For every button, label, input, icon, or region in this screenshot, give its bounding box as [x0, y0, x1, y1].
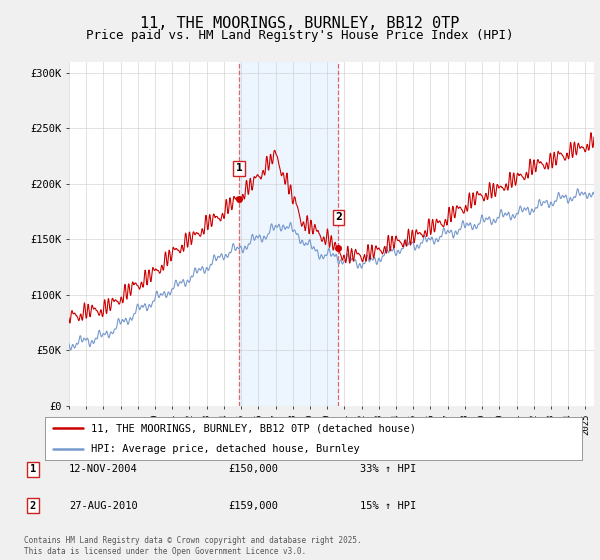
Text: 33% ↑ HPI: 33% ↑ HPI: [360, 464, 416, 474]
Text: 2: 2: [30, 501, 36, 511]
Text: Price paid vs. HM Land Registry's House Price Index (HPI): Price paid vs. HM Land Registry's House …: [86, 29, 514, 42]
Text: 12-NOV-2004: 12-NOV-2004: [69, 464, 138, 474]
Text: 1: 1: [30, 464, 36, 474]
Text: 11, THE MOORINGS, BURNLEY, BB12 0TP (detached house): 11, THE MOORINGS, BURNLEY, BB12 0TP (det…: [91, 423, 416, 433]
Text: £150,000: £150,000: [228, 464, 278, 474]
Text: HPI: Average price, detached house, Burnley: HPI: Average price, detached house, Burn…: [91, 444, 359, 454]
Text: 27-AUG-2010: 27-AUG-2010: [69, 501, 138, 511]
Text: Contains HM Land Registry data © Crown copyright and database right 2025.
This d: Contains HM Land Registry data © Crown c…: [24, 536, 362, 556]
Bar: [239, 62, 338, 406]
Text: £159,000: £159,000: [228, 501, 278, 511]
Text: 1: 1: [236, 163, 242, 173]
Text: 2: 2: [335, 212, 342, 222]
Text: 11, THE MOORINGS, BURNLEY, BB12 0TP: 11, THE MOORINGS, BURNLEY, BB12 0TP: [140, 16, 460, 31]
Text: 15% ↑ HPI: 15% ↑ HPI: [360, 501, 416, 511]
